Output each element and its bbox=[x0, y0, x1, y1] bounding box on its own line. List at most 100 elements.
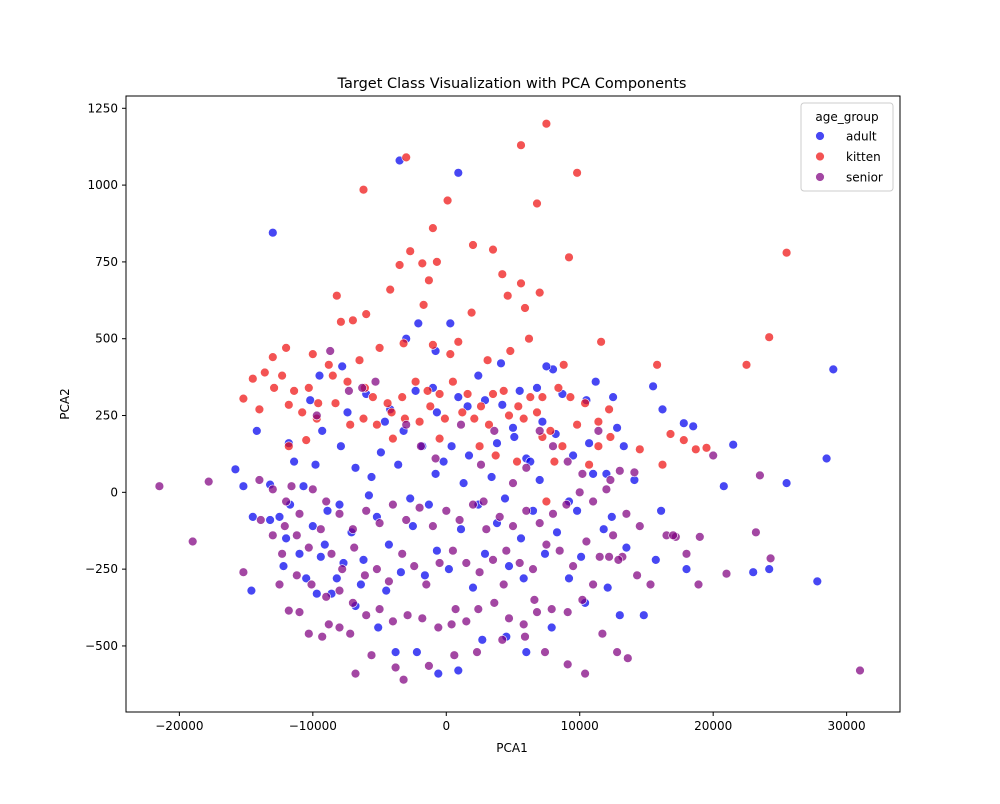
point-senior bbox=[693, 579, 704, 590]
point-kitten bbox=[281, 343, 291, 353]
point-senior bbox=[568, 561, 578, 571]
point-senior bbox=[441, 506, 451, 516]
point-senior bbox=[708, 450, 718, 461]
point-senior bbox=[284, 605, 294, 616]
point-adult bbox=[305, 395, 315, 405]
point-senior bbox=[349, 542, 359, 553]
point-kitten bbox=[284, 441, 294, 451]
point-kitten bbox=[504, 410, 514, 421]
point-kitten bbox=[304, 383, 314, 393]
point-senior bbox=[321, 496, 331, 507]
point-adult bbox=[281, 533, 291, 544]
point-kitten bbox=[691, 444, 701, 454]
point-senior bbox=[623, 653, 633, 663]
point-senior bbox=[488, 555, 498, 565]
point-adult bbox=[438, 456, 449, 467]
point-kitten bbox=[482, 355, 493, 365]
point-adult bbox=[446, 441, 457, 451]
point-adult bbox=[453, 392, 463, 402]
point-senior bbox=[401, 515, 411, 525]
point-kitten bbox=[345, 420, 355, 430]
point-senior bbox=[580, 668, 590, 679]
point-senior bbox=[361, 506, 371, 516]
point-kitten bbox=[448, 377, 458, 387]
point-senior bbox=[577, 595, 588, 605]
point-senior bbox=[337, 564, 347, 574]
point-adult bbox=[265, 515, 275, 525]
point-senior bbox=[645, 579, 656, 590]
point-senior bbox=[374, 518, 385, 528]
point-senior bbox=[755, 470, 765, 481]
point-senior bbox=[306, 579, 317, 590]
point-senior bbox=[521, 463, 531, 473]
point-kitten bbox=[284, 400, 294, 410]
point-adult bbox=[248, 512, 258, 522]
x-axis-label: PCA1 bbox=[496, 741, 527, 755]
point-senior bbox=[238, 567, 249, 577]
point-adult bbox=[453, 665, 463, 676]
point-kitten bbox=[565, 392, 576, 402]
point-adult bbox=[651, 555, 661, 565]
point-adult bbox=[396, 567, 406, 577]
point-adult bbox=[608, 392, 618, 402]
point-senior bbox=[402, 610, 413, 620]
point-kitten bbox=[593, 417, 604, 427]
point-adult bbox=[516, 533, 526, 544]
point-adult bbox=[468, 582, 478, 593]
point-kitten bbox=[516, 278, 526, 289]
chart-title: Target Class Visualization with PCA Comp… bbox=[337, 76, 687, 92]
point-kitten bbox=[679, 435, 689, 445]
point-senior bbox=[390, 662, 401, 673]
point-kitten bbox=[457, 407, 467, 418]
point-senior bbox=[430, 453, 441, 464]
point-kitten bbox=[532, 407, 542, 418]
point-senior bbox=[481, 524, 491, 534]
point-senior bbox=[294, 607, 305, 617]
point-senior bbox=[286, 481, 297, 491]
point-adult bbox=[518, 573, 529, 584]
points-layer bbox=[154, 118, 865, 685]
point-senior bbox=[608, 530, 618, 540]
legend-marker-kitten bbox=[815, 151, 825, 162]
point-kitten bbox=[499, 386, 509, 396]
point-kitten bbox=[635, 444, 645, 454]
point-kitten bbox=[254, 404, 265, 415]
point-adult bbox=[568, 450, 578, 461]
point-adult bbox=[534, 475, 545, 485]
point-kitten bbox=[397, 392, 407, 402]
y-tick-label: −500 bbox=[85, 639, 118, 653]
point-kitten bbox=[764, 332, 774, 342]
point-kitten bbox=[313, 398, 323, 408]
point-kitten bbox=[532, 198, 542, 209]
point-adult bbox=[430, 469, 441, 479]
point-kitten bbox=[580, 398, 590, 408]
point-adult bbox=[432, 407, 442, 418]
point-senior bbox=[632, 570, 642, 580]
point-senior bbox=[532, 607, 542, 617]
point-adult bbox=[458, 478, 469, 488]
point-kitten bbox=[372, 420, 382, 430]
point-adult bbox=[546, 622, 557, 633]
point-adult bbox=[728, 440, 738, 450]
point-senior bbox=[398, 674, 409, 685]
point-senior bbox=[541, 539, 552, 550]
point-kitten bbox=[398, 338, 409, 348]
y-tick-label: 750 bbox=[95, 255, 118, 269]
point-kitten bbox=[358, 413, 369, 424]
point-kitten bbox=[385, 284, 395, 295]
point-senior bbox=[388, 499, 398, 510]
point-adult bbox=[336, 441, 346, 451]
point-senior bbox=[534, 426, 545, 436]
point-senior bbox=[562, 659, 573, 670]
point-adult bbox=[552, 527, 562, 537]
point-adult bbox=[393, 460, 403, 470]
point-adult bbox=[537, 417, 548, 427]
point-senior bbox=[540, 647, 550, 657]
point-senior bbox=[635, 521, 645, 531]
point-senior bbox=[350, 668, 361, 679]
point-senior bbox=[593, 426, 604, 436]
point-kitten bbox=[469, 413, 479, 424]
point-senior bbox=[574, 487, 585, 497]
point-senior bbox=[613, 555, 624, 565]
point-senior bbox=[765, 553, 776, 564]
